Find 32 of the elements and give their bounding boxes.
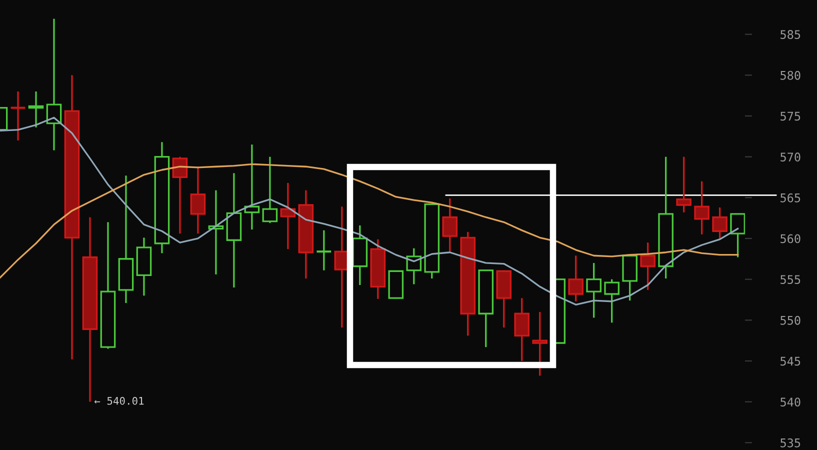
annotation: ← 540.01 [94,396,144,405]
candlestick [370,238,386,300]
y-tick-label: 580 [780,70,800,80]
candlestick [190,166,206,234]
candlestick [298,189,314,280]
y-tick-label: 560 [780,234,800,244]
candlestick [28,90,44,128]
y-tick-label: 575 [780,112,800,121]
candlestick [10,90,26,142]
candlestick [352,224,368,286]
candlestick [586,262,602,319]
y-tick-label: 540 [780,398,800,406]
candlestick [442,198,458,252]
y-tick-label: 570 [780,152,800,162]
y-tick-label: 545 [780,356,800,366]
candlestick [514,297,530,362]
y-tick-label: 585 [780,30,800,39]
candlestick [640,242,656,291]
candlestick [694,180,710,236]
candlestick [136,236,152,296]
y-tick-label: 535 [780,438,800,448]
y-tick-label: 555 [780,275,800,284]
y-tick-label: 550 [780,316,800,325]
candlestick [226,172,242,288]
candlestick [658,156,674,280]
candlestick [280,182,296,250]
y-tick-label: 565 [780,193,800,202]
candlestick [532,311,548,377]
candlestick [118,174,134,304]
candlestick [154,141,170,254]
candlestick [64,74,80,360]
candlestick [316,229,332,272]
